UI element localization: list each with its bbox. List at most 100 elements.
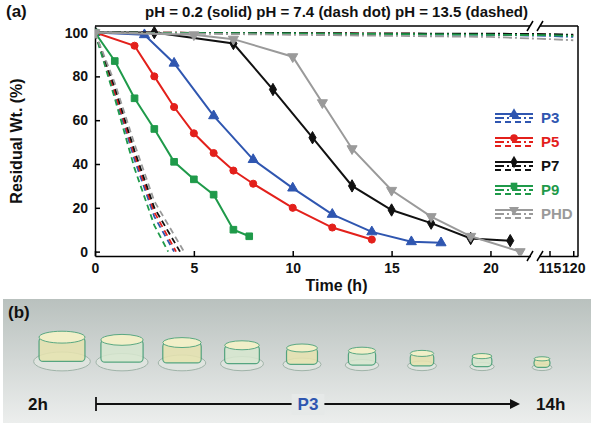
series-marker bbox=[388, 204, 395, 216]
series-marker bbox=[288, 54, 298, 63]
sample-blob-part bbox=[348, 347, 375, 354]
x-axis: 05101520115120 bbox=[92, 251, 586, 276]
legend-label: P9 bbox=[541, 181, 559, 198]
legend-swatch bbox=[495, 117, 533, 119]
x-axis-line bbox=[96, 256, 579, 258]
series-marker bbox=[347, 146, 357, 155]
x-tick-mark bbox=[573, 251, 575, 256]
sample-blob bbox=[96, 334, 148, 370]
series-marker bbox=[248, 154, 258, 163]
series-marker bbox=[230, 167, 237, 174]
y-tick-label: 0 bbox=[80, 244, 88, 260]
y-tick: 80 bbox=[72, 68, 100, 84]
series-marker bbox=[289, 204, 296, 211]
series-marker bbox=[406, 236, 416, 245]
legend-entry: P5 bbox=[495, 133, 559, 150]
start-label: 2h bbox=[28, 395, 48, 414]
series-marker bbox=[191, 176, 198, 183]
series-line bbox=[95, 33, 184, 252]
panel-label: (a) bbox=[6, 2, 27, 21]
end-label: 14h bbox=[536, 395, 565, 414]
series-marker bbox=[436, 237, 446, 246]
sample-blob bbox=[158, 338, 205, 371]
series-marker bbox=[309, 132, 316, 144]
series-marker bbox=[507, 234, 514, 246]
x-tick-label: 5 bbox=[190, 260, 198, 276]
series-marker bbox=[426, 214, 436, 223]
series-marker bbox=[111, 58, 118, 65]
series-marker bbox=[466, 233, 476, 242]
axis-break-mark bbox=[537, 251, 543, 261]
legend-swatch bbox=[495, 145, 533, 147]
x-tick: 20 bbox=[483, 251, 499, 276]
series-line bbox=[95, 33, 441, 243]
sample-blob-part bbox=[472, 354, 492, 359]
sample-blob bbox=[470, 354, 494, 371]
figure: 02040608010005101520115120P3P5P7P9PHD(a)… bbox=[0, 0, 594, 426]
x-tick-label: 115 bbox=[539, 260, 562, 276]
x-tick: 115 bbox=[539, 251, 562, 276]
series-marker bbox=[210, 149, 217, 156]
x-tick-label: 20 bbox=[483, 260, 499, 276]
series-marker bbox=[288, 182, 298, 191]
series-marker bbox=[131, 42, 138, 49]
series-marker bbox=[171, 103, 178, 110]
series-marker bbox=[515, 249, 525, 256]
sample-blob-part bbox=[163, 338, 201, 348]
x-tick-label: 10 bbox=[285, 260, 301, 276]
y-tick-label: 80 bbox=[72, 68, 88, 84]
sample-blob-part bbox=[225, 341, 260, 350]
series-marker bbox=[348, 180, 355, 192]
series-marker bbox=[190, 130, 197, 137]
series-marker bbox=[169, 57, 179, 66]
legend-swatch bbox=[495, 141, 533, 143]
legend-entry: P3 bbox=[495, 108, 559, 126]
axis-break-mark bbox=[527, 21, 533, 31]
y-tick-mark bbox=[95, 164, 100, 166]
legend-swatch bbox=[495, 169, 533, 171]
plot-area bbox=[95, 26, 573, 256]
series-marker bbox=[210, 191, 217, 198]
legend-entry: P9 bbox=[495, 181, 559, 198]
series-marker bbox=[387, 187, 397, 196]
sample-blob bbox=[34, 331, 91, 371]
series-marker bbox=[368, 236, 375, 243]
x-tick-label: 0 bbox=[92, 260, 100, 276]
y-tick-label: 100 bbox=[65, 25, 89, 41]
x-tick: 5 bbox=[190, 251, 198, 276]
sample-blob-part bbox=[287, 344, 318, 352]
series-line bbox=[95, 33, 510, 241]
x-tick-label: 15 bbox=[384, 260, 400, 276]
sample-blob-part bbox=[101, 334, 143, 345]
series-marker bbox=[317, 100, 327, 109]
sample-blob bbox=[221, 341, 264, 371]
legend-marker bbox=[510, 134, 517, 141]
y-tick-mark bbox=[95, 76, 100, 78]
legend-label: P7 bbox=[541, 157, 559, 174]
y-tick: 100 bbox=[65, 25, 100, 41]
legend-entry: PHD bbox=[495, 205, 573, 222]
plot-frame bbox=[540, 25, 578, 27]
series-marker bbox=[151, 73, 158, 80]
y-tick-label: 20 bbox=[72, 200, 88, 216]
y-tick: 20 bbox=[72, 200, 100, 216]
legend-label: P5 bbox=[541, 133, 559, 150]
y-tick: 60 bbox=[72, 112, 100, 128]
series-marker bbox=[228, 36, 238, 45]
x-tick: 15 bbox=[384, 251, 400, 276]
sample-blob-part bbox=[410, 350, 433, 356]
y-tick-label: 40 bbox=[72, 156, 88, 172]
series-line bbox=[95, 33, 520, 252]
y-tick: 40 bbox=[72, 156, 100, 172]
sample-blob-part bbox=[39, 331, 85, 343]
y-axis: 0 20 40 60 80 100 bbox=[65, 25, 100, 260]
y-tick-label: 60 bbox=[72, 112, 88, 128]
x-tick: 10 bbox=[285, 251, 301, 276]
series-line bbox=[95, 33, 168, 252]
axis-break-mark bbox=[537, 21, 543, 31]
sample-blob bbox=[532, 357, 552, 371]
x-tick-mark bbox=[490, 251, 492, 256]
series-marker bbox=[250, 180, 257, 187]
legend-swatch bbox=[495, 189, 533, 191]
x-tick-mark bbox=[194, 251, 196, 256]
